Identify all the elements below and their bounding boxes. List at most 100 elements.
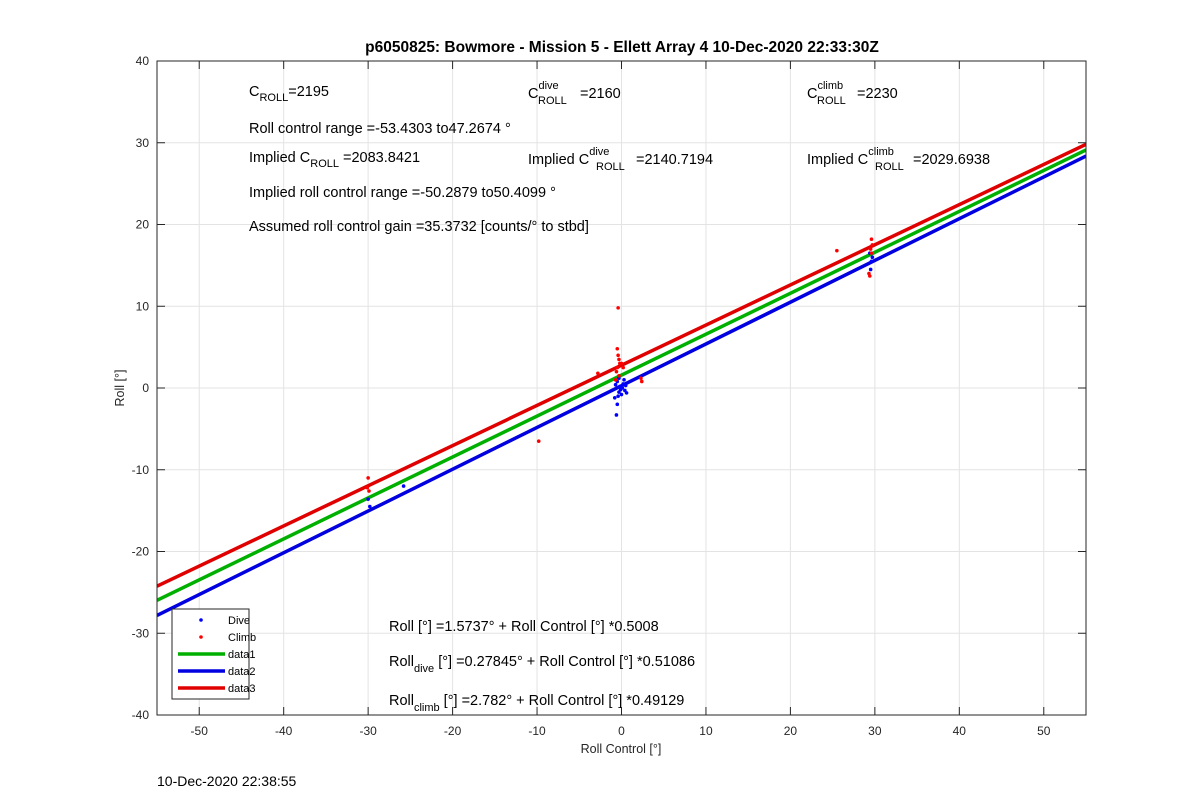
- implied-c-roll-dive-sup: dive: [589, 146, 609, 158]
- x-tick-label: -10: [528, 724, 546, 738]
- x-tick-label: -50: [191, 724, 209, 738]
- c-roll-value: =2195: [288, 84, 329, 100]
- annotation-fit-climb: Rollclimb [°] =2.782° + Roll Control [°]…: [389, 693, 684, 714]
- climb-point: [366, 476, 370, 480]
- annotation-implied-c-roll: Implied CROLL =2083.8421: [249, 150, 420, 170]
- climb-point: [868, 247, 873, 251]
- annotation-c-roll-climb: Cclimb ROLL =2230: [807, 80, 898, 107]
- climb-point: [867, 274, 872, 278]
- climb-point: [596, 371, 600, 376]
- climb-point: [615, 365, 620, 370]
- x-tick-label: -30: [359, 724, 377, 738]
- annotation-roll-range: Roll control range =-53.4303 to47.2674 °: [249, 121, 511, 137]
- dive-point: [616, 394, 620, 398]
- c-roll-climb-sub: ROLL: [817, 95, 846, 107]
- implied-c-roll-dive-value: =2140.7194: [636, 152, 713, 168]
- fit-climb-main: Roll: [389, 693, 414, 709]
- c-roll-dive-sub: ROLL: [538, 95, 567, 107]
- annotation-fit-all: Roll [°] =1.5737° + Roll Control [°] *0.…: [389, 619, 659, 635]
- fit-dive-main: Roll: [389, 654, 414, 670]
- implied-c-roll-dive-prefix: Implied C: [528, 152, 589, 168]
- dive-point: [401, 484, 406, 488]
- legend-label-data3: data3: [228, 683, 256, 695]
- implied-c-roll-climb-prefix: Implied C: [807, 152, 868, 168]
- fit-dive-sub: dive: [414, 663, 434, 675]
- climb-point: [367, 489, 371, 493]
- fit-line-data2: [157, 154, 1086, 617]
- dive-point: [623, 383, 628, 388]
- climb-point: [870, 243, 875, 247]
- y-tick-label: -40: [132, 708, 150, 722]
- c-roll-climb-main: C: [807, 86, 817, 102]
- climb-point: [639, 379, 644, 384]
- climb-point: [621, 365, 625, 370]
- fit-dive-rest: [°] =0.27845° + Roll Control [°] *0.5108…: [434, 654, 695, 670]
- dive-point: [366, 497, 370, 501]
- data-points: [365, 237, 875, 509]
- dive-point: [619, 392, 624, 397]
- y-tick-label: 0: [142, 381, 149, 395]
- annotation-c-roll-dive: Cdive ROLL =2160: [528, 80, 621, 107]
- climb-point: [616, 306, 620, 310]
- climb-point: [616, 353, 620, 358]
- x-tick-label: 10: [699, 724, 713, 738]
- dive-point: [868, 267, 873, 272]
- climb-point: [615, 346, 620, 351]
- print-timestamp: 10-Dec-2020 22:38:55: [157, 773, 297, 789]
- climb-point: [617, 357, 621, 362]
- y-tick-label: 40: [136, 54, 150, 68]
- implied-c-roll-climb-sub: ROLL: [875, 161, 904, 173]
- y-tick-label: -20: [132, 545, 150, 559]
- fit-climb-sub: climb: [414, 702, 440, 714]
- fit-line-data1: [157, 148, 1086, 602]
- x-tick-label: 20: [784, 724, 798, 738]
- climb-point: [835, 248, 839, 253]
- annotation-c-roll: CROLL=2195: [249, 84, 329, 104]
- climb-point: [614, 369, 619, 374]
- chart-title: p6050825: Bowmore - Mission 5 - Ellett A…: [365, 39, 879, 56]
- x-tick-label: -20: [444, 724, 462, 738]
- x-tick-label: 0: [618, 724, 625, 738]
- x-tick-label: -40: [275, 724, 293, 738]
- annotation-implied-range: Implied roll control range =-50.2879 to5…: [249, 185, 556, 201]
- dive-point: [624, 391, 629, 395]
- climb-point: [536, 439, 541, 443]
- dive-point: [613, 382, 618, 387]
- c-roll-climb-value: =2230: [857, 86, 898, 102]
- dive-point: [869, 259, 874, 264]
- x-tick-label: 30: [868, 724, 882, 738]
- axis-ticks: -50 -40 -30 -20 -10 0 10 20 30 40 50 -40 -30 -20 -10 0 1…: [132, 54, 1086, 738]
- legend-marker-dive: [199, 618, 203, 622]
- fit-climb-rest: [°] =2.782° + Roll Control [°] *0.49129: [440, 693, 685, 709]
- annotation-implied-c-roll-climb: Implied Cclimb ROLL =2029.6938: [807, 146, 990, 173]
- dive-point: [615, 402, 620, 407]
- legend: Dive Climb data1 data2 data3: [171, 608, 256, 700]
- y-axis-label: Roll [°]: [113, 370, 127, 407]
- implied-c-roll-dive-sub: ROLL: [596, 161, 625, 173]
- y-tick-label: 20: [136, 218, 150, 232]
- legend-label-dive: Dive: [228, 615, 250, 627]
- dive-point: [612, 396, 617, 400]
- x-tick-label: 40: [953, 724, 967, 738]
- y-tick-label: -10: [132, 463, 150, 477]
- implied-c-roll-prefix: Implied C: [249, 150, 310, 166]
- annotation-gain: Assumed roll control gain =35.3732 [coun…: [249, 219, 589, 235]
- c-roll-dive-sup: dive: [538, 80, 558, 92]
- climb-point: [365, 485, 370, 490]
- y-tick-label: -30: [132, 626, 150, 640]
- legend-label-data1: data1: [228, 649, 256, 661]
- legend-label-data2: data2: [228, 666, 256, 678]
- dive-point: [614, 413, 619, 417]
- dive-point: [368, 504, 372, 509]
- y-tick-label: 30: [136, 136, 150, 150]
- annotation-fit-dive: Rolldive [°] =0.27845° + Roll Control [°…: [389, 654, 695, 675]
- climb-point: [617, 373, 621, 378]
- climb-point: [869, 251, 874, 255]
- c-roll-main: C: [249, 84, 259, 100]
- climb-point: [869, 237, 874, 242]
- legend-label-climb: Climb: [228, 632, 256, 644]
- climb-point: [639, 376, 643, 380]
- c-roll-climb-sup: climb: [817, 80, 843, 92]
- annotation-implied-c-roll-dive: Implied Cdive ROLL =2140.7194: [528, 146, 713, 173]
